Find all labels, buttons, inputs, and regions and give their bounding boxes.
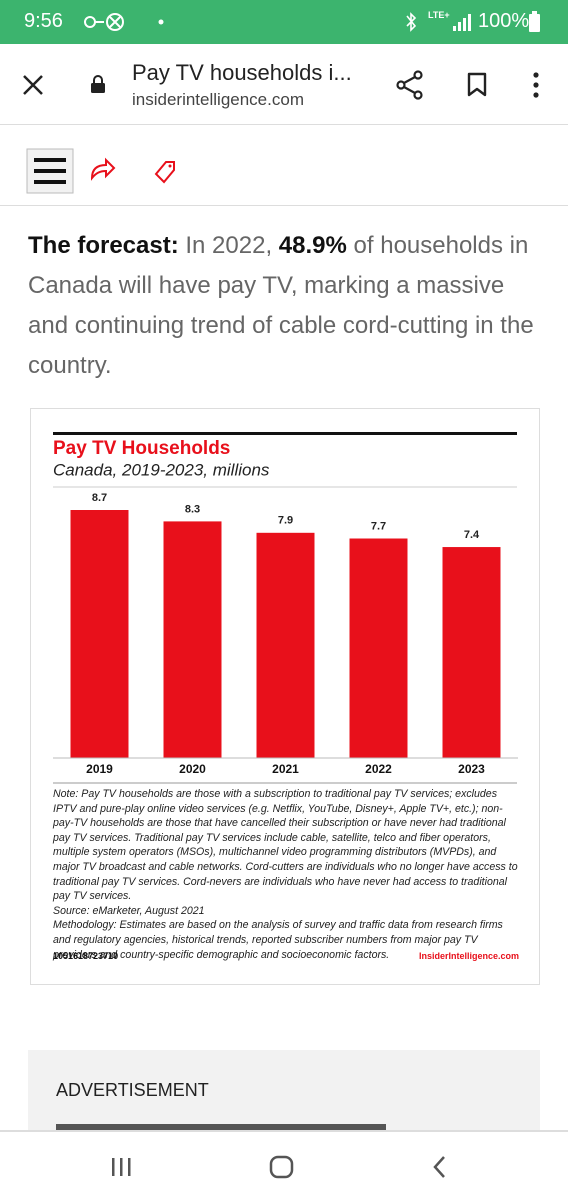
note: Note: Pay TV households are those with a… bbox=[53, 788, 518, 903]
ad-label: ADVERTISEMENT bbox=[56, 1080, 209, 1100]
tag-icon[interactable] bbox=[154, 161, 175, 184]
chart-title: Pay TV Households bbox=[53, 438, 230, 459]
divider bbox=[0, 205, 568, 206]
chart-card: Pay TV Households Canada, 2019-2023, mil… bbox=[30, 408, 540, 985]
chart-subtitle: Canada, 2019-2023, millions bbox=[53, 460, 270, 479]
value-label: 7.7 bbox=[371, 520, 386, 532]
bar bbox=[442, 547, 501, 758]
methodology: Methodology: Estimates are based on the … bbox=[53, 919, 503, 961]
chart-id: 1051618723710 bbox=[53, 951, 119, 961]
article-tools bbox=[26, 148, 175, 194]
chart-notes: Note: Pay TV households are those with a… bbox=[53, 787, 521, 962]
brand: InsiderIntelligence.com bbox=[418, 951, 519, 961]
text: of households in Canada will have pay TV… bbox=[28, 232, 534, 379]
system-nav-bar bbox=[0, 1130, 568, 1202]
battery-level: 100% bbox=[478, 10, 530, 32]
close-button[interactable] bbox=[22, 74, 44, 96]
x-tick-label: 2019 bbox=[86, 762, 113, 776]
menu-button[interactable] bbox=[532, 72, 540, 98]
page-title: Pay TV households i... bbox=[132, 60, 352, 85]
article-paragraph: The forecast: In 2022, 48.9% of househol… bbox=[28, 226, 548, 386]
highlight: 48.9% bbox=[278, 232, 347, 259]
x-tick-label: 2021 bbox=[272, 762, 299, 776]
chart-footer: 1051618723710 InsiderIntelligence.com bbox=[53, 951, 519, 961]
bar bbox=[163, 521, 222, 758]
home-button[interactable] bbox=[268, 1154, 296, 1180]
signal-icons bbox=[406, 12, 471, 32]
back-button[interactable] bbox=[430, 1154, 450, 1180]
battery-icon bbox=[529, 11, 540, 32]
x-tick-label: 2022 bbox=[365, 762, 392, 776]
share-icon[interactable] bbox=[90, 157, 116, 181]
divider bbox=[0, 124, 568, 125]
text: In 2022, bbox=[185, 232, 273, 259]
status-bar: 9:56 LTE+ 100% bbox=[0, 0, 568, 44]
recents-button[interactable] bbox=[110, 1156, 134, 1178]
lead-label: The forecast: bbox=[28, 232, 179, 259]
title-rule bbox=[53, 432, 517, 435]
clock: 9:56 bbox=[24, 10, 63, 32]
source: Source: eMarketer, August 2021 bbox=[53, 904, 205, 917]
x-tick-label: 2020 bbox=[179, 762, 206, 776]
bookmark-button[interactable] bbox=[466, 72, 488, 98]
network-label: LTE+ bbox=[428, 10, 450, 20]
advertisement: ADVERTISEMENT bbox=[28, 1050, 540, 1130]
value-label: 8.3 bbox=[185, 503, 200, 515]
page-url[interactable]: insiderintelligence.com bbox=[132, 90, 304, 109]
bar bbox=[256, 532, 315, 758]
value-label: 7.9 bbox=[278, 515, 293, 527]
browser-toolbar: Pay TV households i... insiderintelligen… bbox=[0, 44, 568, 124]
value-label: 8.7 bbox=[92, 492, 107, 504]
chart: Pay TV Households Canada, 2019-2023, mil… bbox=[53, 432, 518, 784]
ad-text-cut bbox=[56, 1124, 386, 1130]
bar bbox=[70, 510, 129, 758]
share-button[interactable] bbox=[396, 70, 426, 100]
bar bbox=[349, 538, 408, 758]
x-tick-label: 2023 bbox=[458, 762, 485, 776]
value-label: 7.4 bbox=[464, 529, 480, 541]
status-icons bbox=[84, 13, 164, 31]
lock-icon bbox=[91, 75, 105, 93]
